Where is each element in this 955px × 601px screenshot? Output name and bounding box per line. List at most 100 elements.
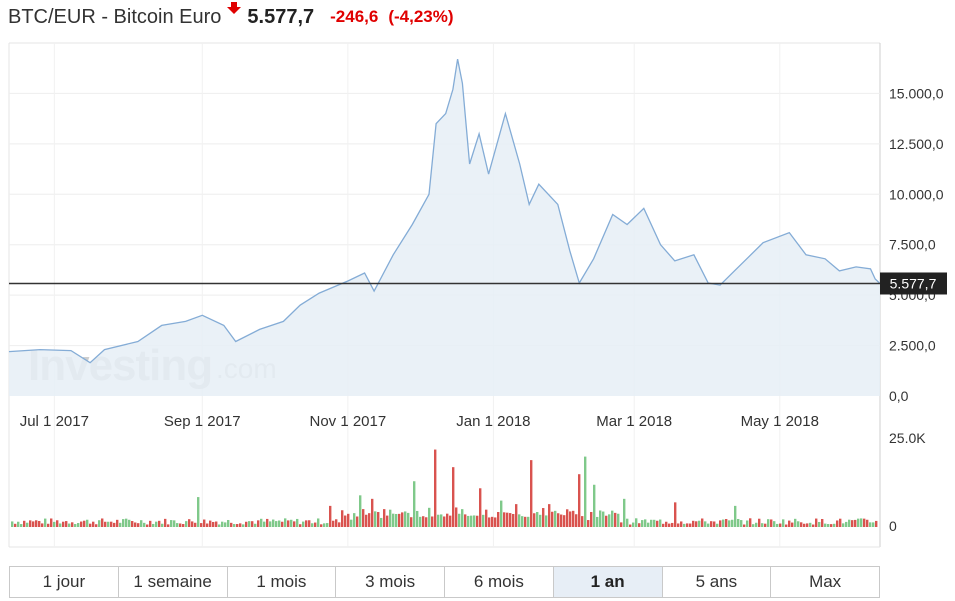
tab-5-years[interactable]: 5 ans	[662, 567, 772, 597]
volume-bar	[86, 519, 89, 527]
volume-bar	[746, 520, 749, 527]
volume-bar	[704, 521, 707, 527]
volume-bar	[662, 523, 665, 527]
volume-bar	[410, 517, 413, 527]
volume-bar	[488, 517, 491, 527]
volume-bar	[782, 519, 785, 527]
volume-bar	[794, 518, 797, 527]
volume-bar	[635, 518, 638, 527]
price-change-percent: (-4,23%)	[388, 7, 454, 26]
volume-bar	[368, 513, 371, 527]
volume-bar	[761, 523, 764, 527]
volume-bar	[623, 498, 626, 527]
volume-bar	[29, 520, 32, 527]
x-tick-label: Mar 1 2018	[596, 413, 672, 430]
volume-bar	[680, 521, 683, 527]
tab-1-week[interactable]: 1 semaine	[118, 567, 228, 597]
volume-bar	[344, 515, 347, 527]
x-tick-label: Nov 1 2017	[309, 413, 386, 430]
volume-bar	[725, 519, 728, 527]
volume-bar	[104, 521, 107, 527]
volume-bar	[728, 520, 731, 527]
tab-max[interactable]: Max	[771, 567, 879, 597]
volume-bar	[650, 519, 653, 527]
x-tick-label: May 1 2018	[741, 413, 819, 430]
volume-bar	[575, 514, 578, 527]
volume-bar	[56, 520, 59, 527]
volume-bar	[482, 514, 485, 527]
volume-bar	[833, 523, 836, 527]
volume-bar	[314, 522, 317, 527]
current-price-label: 5.577,7	[890, 275, 937, 291]
volume-bar	[434, 449, 437, 527]
volume-bar	[422, 516, 425, 527]
volume-bar	[179, 523, 182, 527]
volume-bar	[320, 524, 323, 527]
volume-bar	[329, 505, 332, 527]
volume-bar	[866, 519, 869, 527]
volume-bar	[257, 520, 260, 527]
volume-bar	[437, 514, 440, 527]
volume-bar	[377, 512, 380, 527]
volume-bar	[65, 521, 68, 527]
tab-1-month[interactable]: 1 mois	[227, 567, 337, 597]
volume-bar	[35, 520, 38, 527]
y-tick-label: 2.500,0	[889, 338, 936, 354]
volume-bar	[527, 516, 530, 527]
volume-bar	[599, 510, 602, 527]
volume-bar	[689, 523, 692, 527]
volume-bar	[110, 521, 113, 527]
volume-bar	[812, 524, 815, 527]
volume-bar	[566, 509, 569, 527]
volume-bar	[68, 523, 71, 527]
volume-bar	[461, 509, 464, 527]
price-change: -246,6	[330, 7, 379, 26]
volume-bar	[176, 523, 179, 527]
volume-bar	[287, 520, 290, 527]
volume-bar	[467, 515, 470, 527]
volume-bar	[290, 519, 293, 527]
volume-bar	[62, 521, 65, 527]
volume-bar	[449, 515, 452, 527]
y-tick-label: 10.000,0	[889, 186, 944, 202]
volume-bar	[413, 481, 416, 527]
volume-bar	[185, 521, 188, 527]
volume-bar	[386, 515, 389, 527]
volume-bar	[164, 518, 167, 527]
volume-bar	[836, 520, 839, 527]
volume-bar	[776, 523, 779, 527]
volume-bar	[440, 514, 443, 527]
tab-3-months[interactable]: 3 mois	[336, 567, 445, 597]
volume-bar	[401, 512, 404, 527]
volume-bar	[851, 520, 854, 527]
price-chart[interactable]: 0,02.500,05.000,07.500,010.000,012.500,0…	[0, 0, 955, 560]
volume-bar	[170, 520, 173, 527]
volume-bar	[569, 511, 572, 527]
volume-bar	[809, 522, 812, 527]
volume-bar	[371, 498, 374, 527]
tab-1-year[interactable]: 1 an	[553, 567, 663, 597]
volume-bar	[707, 523, 710, 527]
volume-bar	[692, 520, 695, 527]
volume-bar	[140, 520, 143, 527]
volume-bar	[668, 523, 671, 527]
tab-6-months[interactable]: 6 mois	[445, 567, 554, 597]
volume-bar	[14, 523, 17, 527]
tab-1-day[interactable]: 1 jour	[10, 567, 119, 597]
volume-bar	[338, 522, 341, 527]
volume-bar	[350, 519, 353, 527]
volume-bar	[395, 513, 398, 527]
volume-bar	[542, 508, 545, 527]
y-tick-label: 0,0	[889, 388, 909, 404]
volume-bar	[197, 497, 200, 527]
volume-bar	[416, 510, 419, 527]
volume-bar	[347, 513, 350, 527]
volume-bar	[857, 518, 860, 527]
volume-bar	[209, 520, 212, 527]
volume-bar	[374, 511, 377, 527]
volume-bar	[41, 523, 44, 527]
instrument-title: BTC/EUR - Bitcoin Euro	[8, 5, 222, 28]
volume-bar	[44, 518, 47, 527]
volume-bar	[764, 523, 767, 527]
volume-bar	[713, 521, 716, 527]
